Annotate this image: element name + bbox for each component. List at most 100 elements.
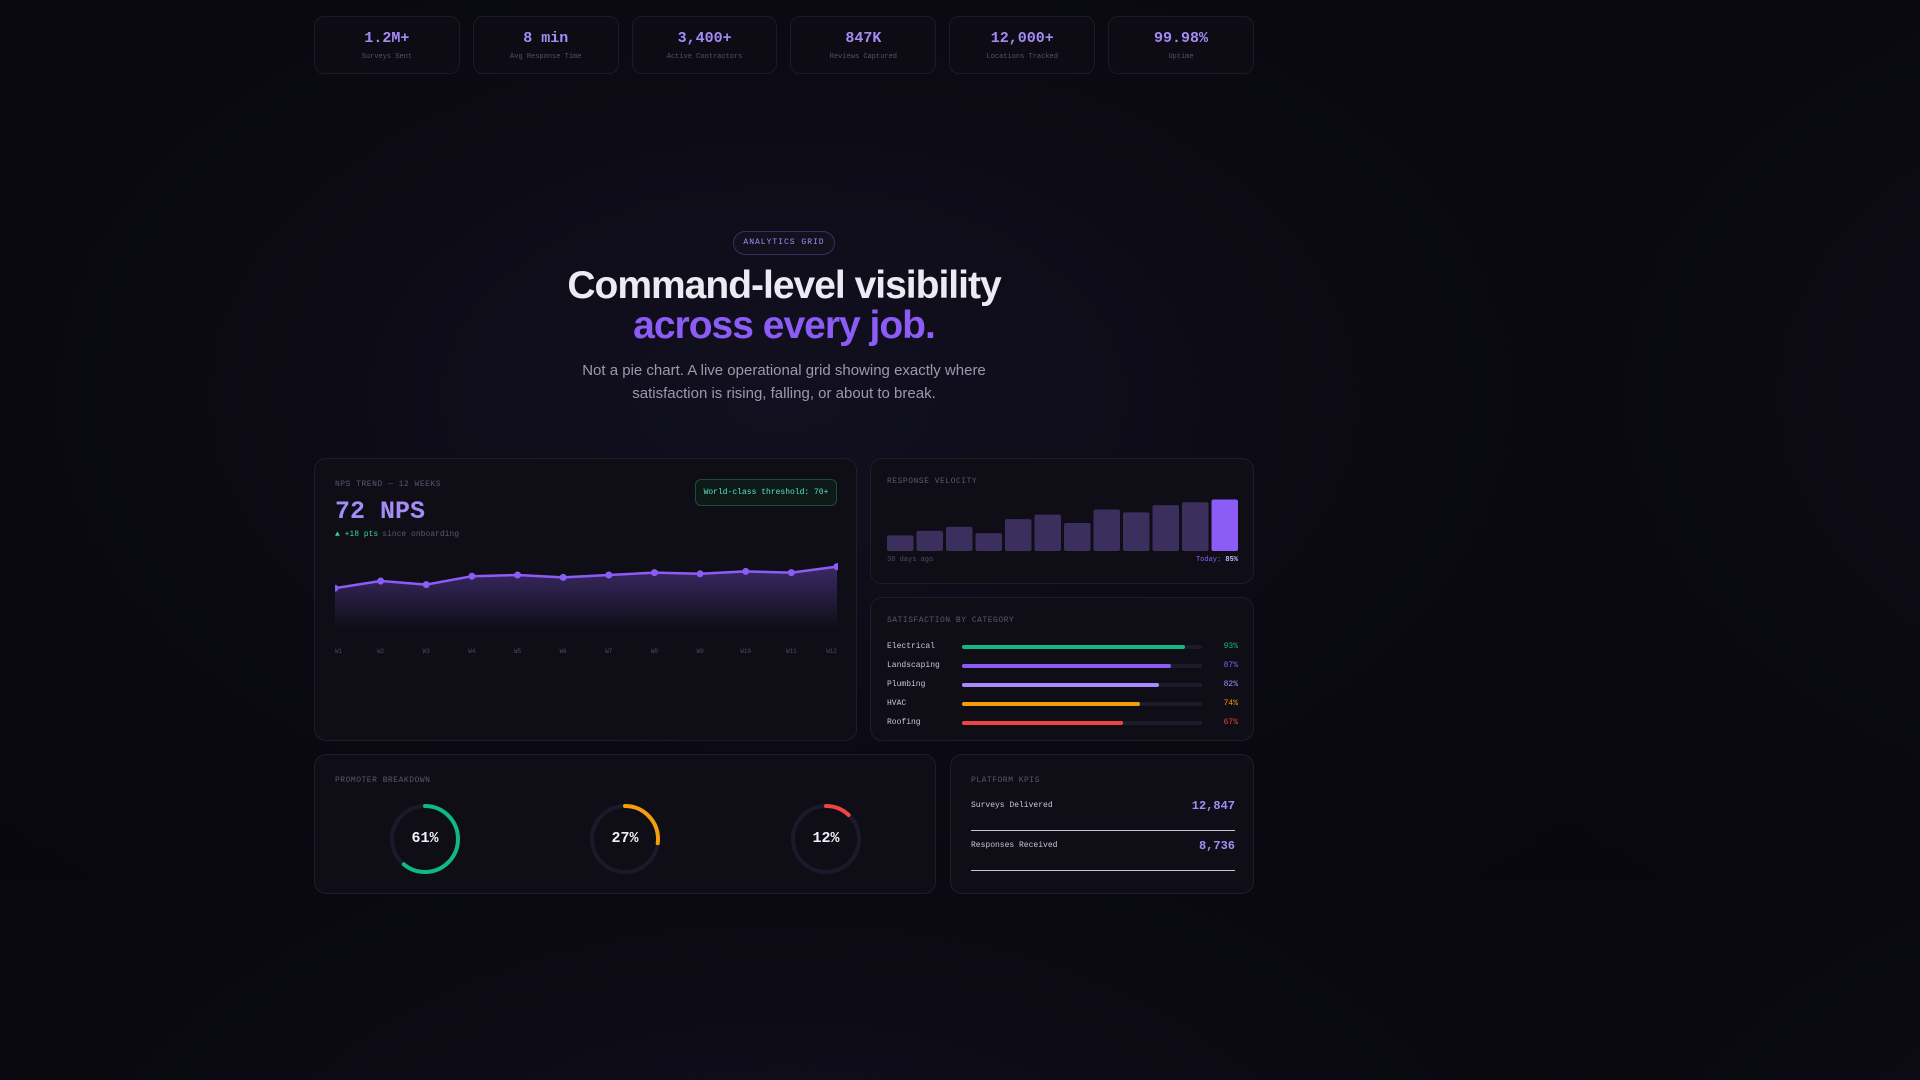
- category-bar-fill: [962, 644, 1186, 649]
- velocity-bar-chart: [887, 499, 1238, 551]
- velocity-card-label: RESPONSE VELOCITY: [887, 477, 978, 486]
- nps-data-point: [514, 571, 522, 579]
- category-bar-fill: [962, 720, 1123, 725]
- nps-data-point: [468, 572, 476, 580]
- category-bar-track: [962, 701, 1202, 706]
- category-percent: 82%: [1223, 680, 1238, 689]
- ring-arc: [390, 804, 460, 874]
- velocity-bar: [1123, 512, 1150, 551]
- stat-card: 847K Reviews Captured: [790, 16, 937, 74]
- nps-trend-card: NPS TREND — 12 WEEKS 72 NPS ▲ +18 pts sin…: [314, 458, 857, 741]
- nps-x-tick-label: W6: [560, 648, 568, 655]
- kpi-row: Surveys Delivered 12,847: [971, 791, 1235, 831]
- stat-value: 3,400+: [677, 30, 732, 47]
- stat-label: Reviews Captured: [829, 53, 897, 61]
- stat-value: 8 min: [523, 30, 569, 47]
- category-name: Electrical: [887, 642, 936, 651]
- category-percent: 87%: [1223, 661, 1238, 670]
- velocity-bar: [1034, 514, 1061, 551]
- category-row: Landscaping 87%: [887, 656, 1238, 675]
- velocity-bar: [1093, 509, 1120, 551]
- velocity-bar: [1182, 502, 1209, 551]
- velocity-bar: [946, 526, 973, 551]
- velocity-bar: [1005, 519, 1032, 551]
- satisfaction-list: Electrical 93% Landscaping 87% Plumbing 82% HV…: [887, 637, 1238, 732]
- velocity-bar: [887, 535, 914, 551]
- nps-area-fill: [335, 566, 837, 629]
- category-row: Electrical 93%: [887, 637, 1238, 656]
- nps-data-point: [422, 581, 430, 589]
- category-row: HVAC 74%: [887, 694, 1238, 713]
- nps-x-tick-label: W11: [786, 648, 797, 655]
- stat-label: Active Contractors: [666, 53, 743, 61]
- category-name: Plumbing: [887, 680, 926, 689]
- nps-delta-since: since onboarding: [382, 530, 460, 539]
- nps-x-tick-label: W10: [740, 648, 751, 655]
- kpi-name: Surveys Delivered: [971, 801, 1053, 810]
- stat-label: Locations Tracked: [986, 53, 1058, 61]
- velocity-bar: [1152, 505, 1179, 551]
- stats-row: 1.2M+ Surveys Sent 8 min Avg Response Time…: [314, 16, 1254, 74]
- velocity-bar: [1064, 523, 1091, 551]
- velocity-bar: [916, 530, 943, 551]
- satisfaction-card-label: SATISFACTION BY CATEGORY: [887, 616, 1015, 625]
- nps-delta-value: ▲ +18 pts: [335, 530, 379, 539]
- kpi-value: 12,847: [1191, 799, 1235, 813]
- ring-percent: 27%: [611, 830, 639, 847]
- promoter-ring: 61%: [388, 802, 462, 876]
- stat-card: 1.2M+ Surveys Sent: [314, 16, 460, 74]
- category-row: Roofing 67%: [887, 713, 1238, 732]
- ring-percent: 61%: [411, 830, 439, 847]
- velocity-today-label: Today:: [1195, 556, 1222, 564]
- category-bar-fill: [962, 701, 1140, 706]
- kpi-value: 8,736: [1198, 839, 1235, 853]
- category-name: Landscaping: [887, 661, 940, 670]
- nps-data-point: [605, 571, 613, 579]
- kpis-card-label: PLATFORM KPIS: [971, 776, 1040, 785]
- promoter-ring: 12%: [789, 802, 863, 876]
- stat-label: Surveys Sent: [361, 53, 413, 61]
- nps-trend-chart: W1 W2 W3 W4 W5 W6 W7 W8 W9 W10 W11 W12: [335, 563, 838, 655]
- nps-data-point: [742, 567, 750, 575]
- nps-x-tick-label: W9: [696, 648, 704, 655]
- ring-arc: [791, 804, 861, 874]
- stat-card: 99.98% Uptime: [1108, 16, 1254, 74]
- velocity-today: Today: 85%: [1196, 556, 1238, 564]
- stat-card: 12,000+ Locations Tracked: [949, 16, 1096, 74]
- category-name: Roofing: [887, 718, 921, 727]
- nps-card-label: NPS TREND — 12 WEEKS: [335, 480, 442, 489]
- nps-x-tick-label: W5: [514, 648, 522, 655]
- velocity-today-value: 85%: [1225, 556, 1238, 564]
- nps-delta: ▲ +18 pts since onboarding: [335, 530, 459, 539]
- ring-percent: 12%: [812, 830, 840, 847]
- category-bar-fill: [962, 682, 1159, 687]
- nps-x-tick-label: W1: [335, 648, 343, 655]
- kpi-name: Responses Received: [971, 841, 1058, 850]
- stat-value: 847K: [845, 30, 882, 47]
- nps-data-point: [377, 577, 385, 585]
- category-bar-track: [962, 682, 1202, 687]
- threshold-badge: World-class threshold: 70+: [695, 479, 837, 506]
- nps-data-point: [559, 573, 567, 581]
- stat-value: 99.98%: [1154, 30, 1209, 47]
- promoter-breakdown-card: PROMOTER BREAKDOWN 61% 27% 12%: [314, 754, 936, 894]
- stat-card: 3,400+ Active Contractors: [631, 16, 778, 74]
- category-bar-track: [962, 720, 1202, 725]
- stat-card: 8 min Avg Response Time: [472, 16, 619, 74]
- platform-kpis-card: PLATFORM KPIS Surveys Delivered 12,847 R…: [950, 754, 1254, 894]
- section-pill: ANALYTICS GRID: [733, 231, 835, 255]
- promoter-card-label: PROMOTER BREAKDOWN: [335, 776, 431, 785]
- velocity-start-label: 30 days ago: [887, 556, 934, 564]
- stat-value: 12,000+: [990, 30, 1054, 47]
- promoter-ring: 27%: [588, 802, 662, 876]
- nps-x-tick-label: W12: [826, 648, 837, 655]
- category-bar-track: [962, 663, 1202, 668]
- stat-label: Uptime: [1168, 53, 1194, 61]
- category-row: Plumbing 82%: [887, 675, 1238, 694]
- category-bar-track: [962, 644, 1202, 649]
- nps-data-point: [650, 569, 658, 577]
- nps-series-line: [335, 565, 838, 590]
- category-percent: 74%: [1223, 699, 1238, 708]
- ring-arc: [590, 804, 660, 874]
- nps-x-tick-label: W4: [468, 648, 476, 655]
